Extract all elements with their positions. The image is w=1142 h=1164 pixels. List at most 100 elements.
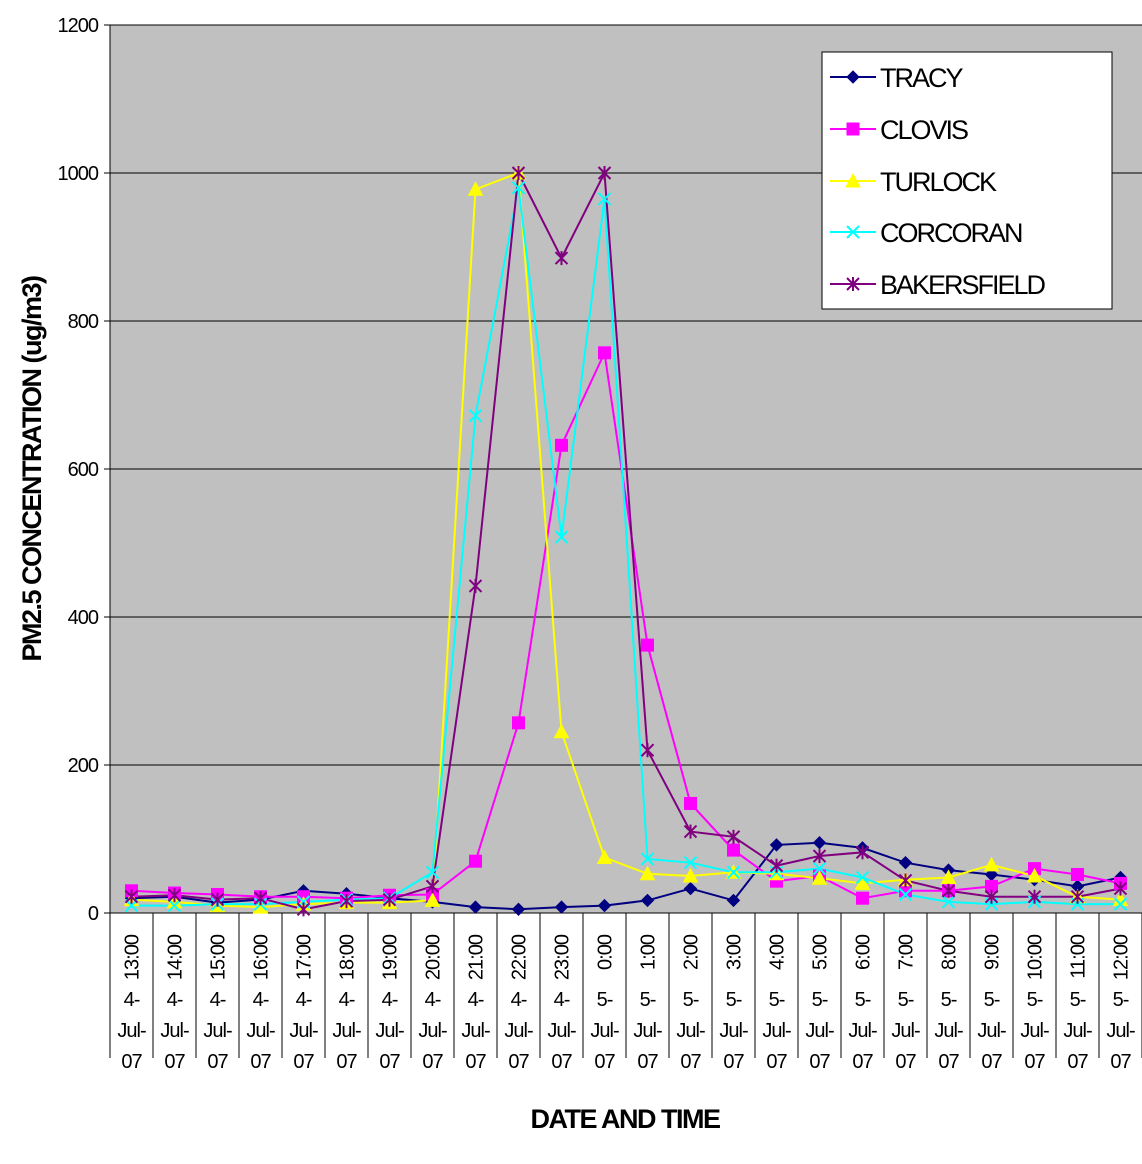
x-time-label: 11:00 — [1068, 934, 1090, 978]
x-time-label: 18:00 — [337, 934, 359, 980]
x-date-label: 4-Jul-07 — [461, 989, 490, 1073]
x-time-label: 20:00 — [423, 934, 445, 980]
x-axis-title: DATE AND TIME — [531, 1104, 720, 1134]
legend: TRACY CLOVIS TURLOCK CORCORAN BAKERSFIELD — [821, 51, 1113, 310]
x-date-label: 4-Jul-07 — [160, 989, 189, 1073]
legend-marker-turlock — [845, 172, 861, 188]
y-axis-title: PM2.5 CONCENTRATION (ug/m3) — [17, 276, 47, 662]
x-time-label: 8:00 — [939, 934, 961, 970]
x-date-label: 5-Jul-07 — [719, 989, 748, 1073]
y-tick-label: 400 — [68, 607, 99, 629]
x-date-label: 4-Jul-07 — [332, 989, 361, 1073]
data-point-bakersfield — [210, 892, 225, 907]
legend-label-bakersfield: BAKERSFIELD — [880, 270, 1046, 300]
data-point-clovis — [598, 346, 611, 360]
data-point-bakersfield — [1027, 889, 1042, 904]
data-point-tracy — [769, 838, 784, 852]
x-time-label: 1:00 — [638, 934, 660, 970]
legend-label-corcoran: CORCORAN — [880, 218, 1022, 248]
x-date-label: 5-Jul-07 — [676, 989, 705, 1073]
x-date-label: 5-Jul-07 — [891, 989, 920, 1073]
data-point-corcoran — [683, 855, 698, 870]
data-point-turlock — [639, 865, 656, 881]
x-time-label: 23:00 — [552, 934, 574, 980]
y-tick-label: 800 — [68, 311, 99, 333]
x-axis: 13:00 4-Jul-07 14:00 4-Jul-07 15:00 4-Jul-07 1… — [109, 912, 1142, 1073]
data-point-corcoran — [941, 895, 956, 909]
x-time-label: 2:00 — [681, 934, 703, 970]
data-point-bakersfield — [339, 894, 354, 909]
data-point-corcoran — [812, 861, 827, 876]
x-time-label: 15:00 — [208, 934, 230, 980]
x-date-label: 4-Jul-07 — [547, 989, 576, 1073]
x-date-label: 5-Jul-07 — [1020, 989, 1049, 1073]
data-point-bakersfield — [1070, 889, 1085, 904]
data-point-bakersfield — [769, 858, 784, 873]
x-time-label: 6:00 — [853, 934, 875, 970]
legend-label-clovis: CLOVIS — [880, 115, 968, 145]
y-tick-label: 1000 — [58, 163, 99, 185]
data-point-turlock — [983, 856, 1000, 872]
x-date-label: 4-Jul-07 — [504, 989, 533, 1073]
data-point-corcoran — [468, 409, 483, 423]
x-time-label: 5:00 — [810, 934, 832, 970]
x-time-label: 21:00 — [466, 934, 488, 980]
data-point-turlock — [854, 875, 871, 890]
series-line-corcoran — [131, 187, 1121, 907]
x-date-label: 5-Jul-07 — [1106, 989, 1135, 1073]
x-time-label: 17:00 — [294, 934, 316, 980]
x-date-label: 5-Jul-07 — [633, 989, 662, 1073]
x-date-label: 4-Jul-07 — [203, 989, 232, 1073]
data-point-corcoran — [425, 865, 440, 880]
x-date-label: 4-Jul-07 — [418, 989, 447, 1073]
data-point-corcoran — [1113, 897, 1128, 911]
data-point-bakersfield — [425, 879, 440, 894]
data-point-clovis — [641, 638, 654, 652]
data-point-bakersfield — [640, 743, 655, 758]
data-point-corcoran — [554, 530, 569, 544]
x-date-label: 5-Jul-07 — [977, 989, 1006, 1073]
data-point-turlock — [467, 181, 484, 196]
data-point-bakersfield — [683, 824, 698, 839]
data-point-tracy — [726, 893, 741, 908]
x-date-label: 4-Jul-07 — [246, 989, 275, 1073]
y-axis: 0 200 400 600 800 1000 1200 — [58, 15, 111, 925]
x-date-label: 5-Jul-07 — [934, 989, 963, 1073]
data-point-tracy — [511, 902, 526, 917]
data-point-turlock — [1112, 891, 1129, 907]
data-point-bakersfield — [296, 902, 311, 917]
data-point-clovis — [727, 843, 740, 857]
x-time-label: 22:00 — [509, 934, 531, 980]
x-time-label: 14:00 — [165, 934, 187, 980]
series-line-clovis — [131, 349, 1121, 900]
data-point-turlock — [424, 892, 441, 907]
series-line-bakersfield — [131, 169, 1121, 911]
series-line-turlock — [131, 171, 1121, 909]
data-point-clovis — [684, 796, 697, 810]
data-point-clovis — [856, 891, 869, 905]
data-point-bakersfield — [812, 849, 827, 864]
data-point-clovis — [469, 854, 482, 868]
y-tick-label: 0 — [88, 903, 99, 925]
series-lines — [131, 169, 1121, 911]
data-point-tracy — [468, 900, 483, 914]
data-point-tracy — [640, 893, 655, 908]
data-point-turlock — [811, 870, 828, 885]
data-point-bakersfield — [726, 829, 741, 844]
legend-box — [821, 51, 1113, 310]
data-point-turlock — [553, 723, 570, 739]
data-point-bakersfield — [554, 251, 569, 266]
x-date-label: 5-Jul-07 — [1063, 989, 1092, 1073]
x-time-label: 9:00 — [982, 934, 1004, 970]
data-point-turlock — [596, 849, 613, 864]
data-point-corcoran — [511, 181, 526, 195]
data-point-bakersfield — [382, 892, 397, 907]
data-point-tracy — [597, 898, 612, 913]
legend-marker-tracy — [846, 70, 860, 84]
data-point-corcoran — [640, 852, 655, 866]
x-time-label: 12:00 — [1111, 934, 1133, 980]
x-date-label: 5-Jul-07 — [590, 989, 619, 1073]
data-point-corcoran — [726, 865, 741, 880]
data-point-corcoran — [597, 192, 612, 206]
